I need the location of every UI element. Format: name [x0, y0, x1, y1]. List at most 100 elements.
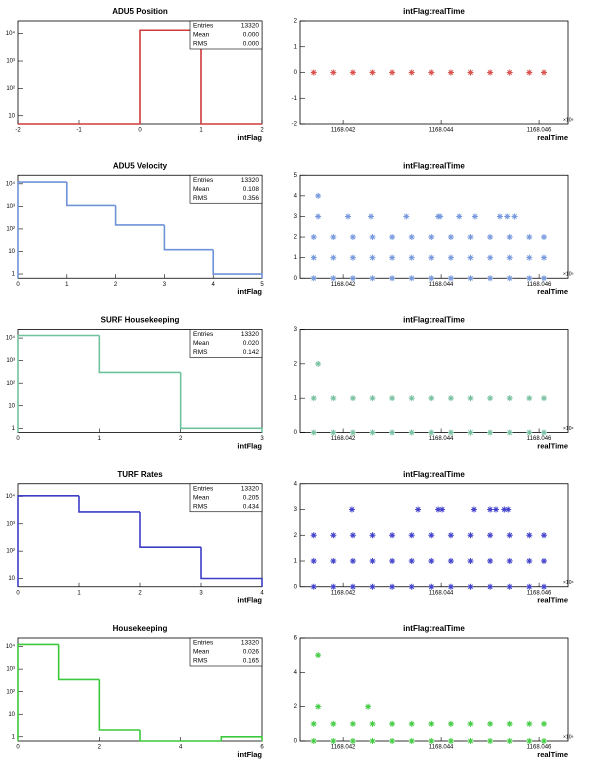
chart-title: TURF Rates: [117, 470, 163, 479]
y-tick-label: 5: [294, 173, 298, 179]
y-tick-label: 10: [8, 403, 15, 409]
histogram-bin: [139, 29, 201, 124]
scatter-point: [447, 738, 454, 744]
scatter-point: [315, 213, 322, 220]
scatter-point: [447, 558, 454, 564]
stats-label: Entries: [193, 177, 214, 184]
y-tick-label: 10²: [6, 689, 15, 695]
scatter-point: [540, 275, 547, 282]
x-tick-label: 0: [138, 128, 142, 134]
scatter-point: [408, 558, 415, 564]
stats-label: Entries: [193, 23, 214, 30]
stats-label: RMS: [193, 349, 208, 356]
y-tick-label: 10⁴: [6, 493, 16, 500]
x-axis-title: intFlag: [237, 750, 262, 759]
y-tick-label: 10³: [6, 667, 15, 673]
scatter-point: [310, 429, 317, 436]
scatter-point: [389, 254, 396, 261]
scatter-panel: intFlag:realTime 1168.042 1168.044 1168.046…: [294, 470, 574, 605]
histogram-bin: [66, 182, 116, 207]
scatter-point: [315, 192, 322, 199]
y-tick-label: 3: [294, 214, 298, 220]
stats-label: RMS: [193, 503, 208, 510]
scatter-point: [349, 558, 356, 564]
scatter-point: [428, 234, 435, 241]
scatter-point: [526, 583, 533, 590]
scatter-point: [389, 738, 396, 744]
scatter-point: [467, 395, 474, 402]
y-tick-label: 10⁴: [6, 643, 16, 650]
y-tick-label: 2: [294, 533, 298, 539]
scatter-point: [439, 506, 446, 513]
scatter-point: [349, 429, 356, 436]
stats-value: 0.356: [243, 195, 260, 202]
scatter-point: [526, 738, 533, 744]
plot-frame: [299, 174, 569, 279]
scatter-point: [349, 234, 356, 241]
x-tick-label: 3: [199, 590, 203, 596]
scatter-point: [506, 429, 513, 436]
scatter-point: [467, 69, 474, 76]
scatter-point: [467, 583, 474, 590]
x-exponent: ×10⁶: [563, 580, 574, 586]
scatter-point: [526, 429, 533, 436]
x-tick-label: 1168.042: [331, 590, 356, 596]
scatter-point: [369, 429, 376, 436]
scatter-point: [408, 738, 415, 744]
scatter-point: [487, 429, 494, 436]
y-tick-label: 2: [294, 361, 298, 367]
scatter-point: [310, 275, 317, 282]
scatter-point: [369, 532, 376, 539]
x-tick-label: 3: [260, 436, 264, 442]
scatter-point: [428, 532, 435, 539]
stats-value: 13320: [241, 177, 259, 184]
histogram-bin: [57, 644, 100, 681]
scatter-point: [369, 395, 376, 402]
scatter-point: [310, 254, 317, 261]
x-axis-title: realTime: [537, 441, 568, 450]
y-tick-label: 6: [294, 636, 298, 642]
scatter-point: [467, 532, 474, 539]
x-tick-label: 1168.042: [331, 745, 356, 751]
scatter-point: [330, 738, 337, 744]
x-axis-title: intFlag: [237, 287, 262, 296]
x-axis-title: intFlag: [237, 441, 262, 450]
scatter-point: [447, 429, 454, 436]
scatter-point: [487, 506, 494, 513]
y-tick-label: -2: [292, 122, 298, 128]
scatter-point: [470, 506, 477, 513]
scatter-point: [369, 254, 376, 261]
histogram-bin: [78, 495, 140, 513]
scatter-point: [487, 738, 494, 744]
y-tick-label: 10²: [6, 381, 15, 387]
histogram-bin: [17, 495, 79, 587]
scatter-panel: intFlag:realTime 1168.042 1168.044 1168.046…: [292, 7, 574, 142]
y-tick-label: 0: [294, 739, 298, 745]
scatter-point: [330, 583, 337, 590]
stats-label: RMS: [193, 658, 208, 665]
scatter-point: [428, 254, 435, 261]
x-tick-label: 1168.044: [429, 282, 454, 288]
scatter-point: [349, 583, 356, 590]
x-exponent: ×10⁶: [563, 734, 574, 740]
x-axis-title: realTime: [537, 133, 568, 142]
scatter-point: [487, 532, 494, 539]
y-tick-label: 10: [8, 712, 15, 718]
stats-box: [189, 329, 263, 358]
scatter-point: [310, 583, 317, 590]
scatter-point: [447, 720, 454, 727]
y-tick-label: 2: [294, 19, 298, 25]
scatter-point: [467, 234, 474, 241]
scatter-point: [506, 69, 513, 76]
stats-value: 0.142: [243, 349, 260, 356]
scatter-point: [487, 720, 494, 727]
y-tick-label: 10³: [6, 521, 15, 527]
scatter-point: [428, 558, 435, 564]
x-tick-label: 4: [260, 590, 264, 596]
stats-label: Entries: [193, 485, 214, 492]
x-tick-label: 6: [260, 745, 264, 751]
y-tick-label: 2: [294, 704, 298, 710]
scatter-point: [389, 720, 396, 727]
scatter-point: [506, 558, 513, 564]
